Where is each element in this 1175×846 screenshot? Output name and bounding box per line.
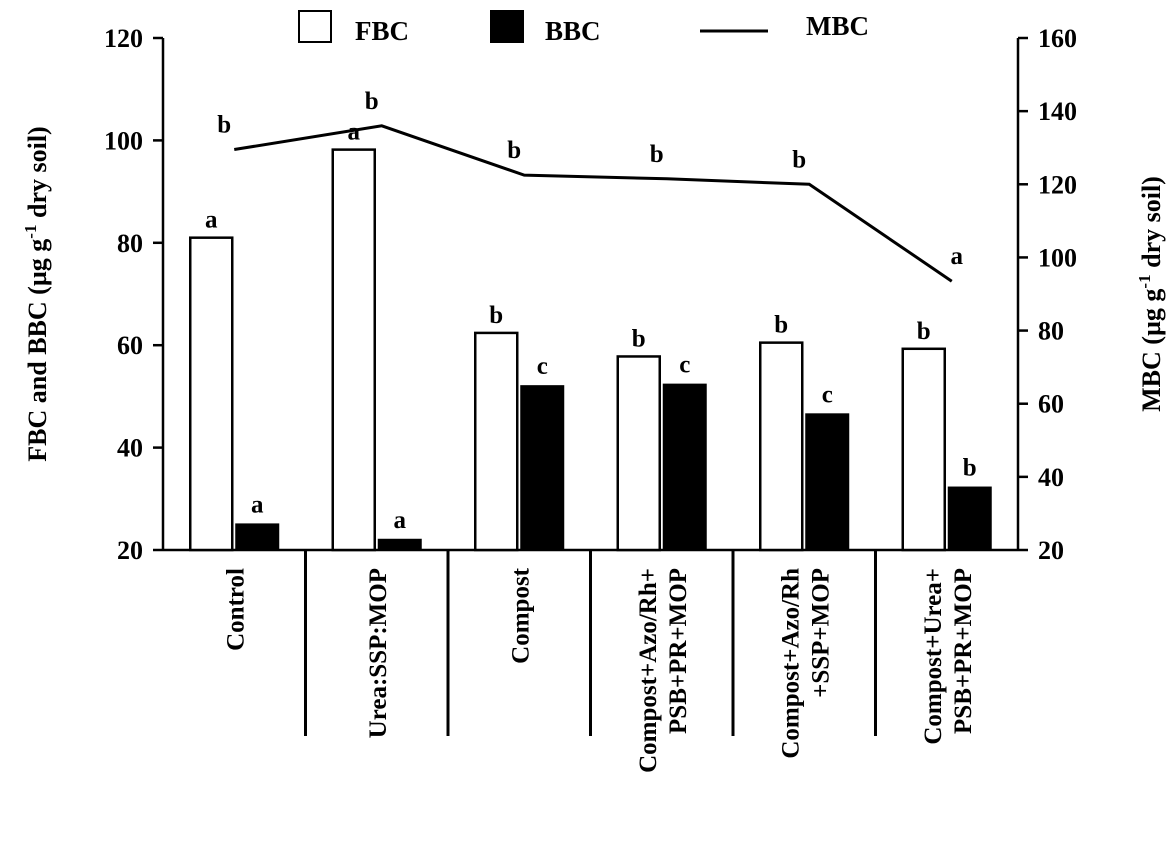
fbc-significance-label: b bbox=[917, 318, 931, 345]
legend-bbc-swatch bbox=[490, 10, 524, 43]
bbc-bar bbox=[805, 413, 850, 551]
right-tick-label: 160 bbox=[1038, 24, 1077, 53]
fbc-bar bbox=[189, 236, 234, 552]
right-tick-label: 80 bbox=[1038, 317, 1064, 346]
right-tick-label: 40 bbox=[1038, 463, 1064, 492]
mbc-significance-label: a bbox=[951, 243, 964, 270]
legend-mbc-label: MBC bbox=[806, 11, 869, 41]
axis-titles: FBC and BBC (µg g-1 dry soil) MBC (µg g-1… bbox=[21, 126, 1166, 461]
bbc-significance-label: c bbox=[537, 353, 548, 380]
right-tick-label: 140 bbox=[1038, 97, 1077, 126]
bbc-significance-label: a bbox=[251, 491, 264, 518]
category-label: Compost+Azo/Rh bbox=[777, 568, 804, 759]
right-tick-label: 120 bbox=[1038, 170, 1077, 199]
right-tick-label: 100 bbox=[1038, 243, 1077, 272]
axes: 20 40 60 80 100 120 20 40 60 80 100 120 140 160 bbox=[104, 24, 1077, 736]
mbc-line-group bbox=[234, 124, 953, 283]
fbc-bar bbox=[331, 148, 376, 552]
legend-bbc-label: BBC bbox=[545, 16, 601, 46]
mbc-significance-label: b bbox=[507, 137, 521, 164]
mbc-significance-label: b bbox=[650, 141, 664, 168]
mbc-significance-label: b bbox=[217, 112, 231, 139]
fbc-bar bbox=[901, 347, 946, 552]
category-label: +SSP+MOP bbox=[807, 568, 834, 698]
left-tick-label: 60 bbox=[117, 331, 143, 360]
right-tick-label: 20 bbox=[1038, 536, 1064, 565]
category-label: Urea:SSP:MOP bbox=[365, 568, 392, 738]
fbc-bar bbox=[616, 355, 661, 552]
fbc-bar bbox=[474, 331, 519, 552]
legend-fbc-label: FBC bbox=[355, 16, 409, 46]
bbc-bar bbox=[520, 385, 565, 551]
category-label: Control bbox=[222, 568, 249, 651]
bars bbox=[189, 148, 992, 552]
mbc-line bbox=[234, 124, 953, 283]
legend: FBC BBC MBC bbox=[298, 10, 869, 46]
y2-axis-title: MBC (µg g-1 dry soil) bbox=[1135, 176, 1166, 412]
fbc-significance-label: b bbox=[489, 302, 503, 329]
left-tick-label: 80 bbox=[117, 229, 143, 258]
legend-fbc-swatch bbox=[298, 10, 332, 43]
fbc-significance-label: a bbox=[348, 119, 361, 146]
fbc-significance-label: b bbox=[774, 312, 788, 339]
category-label: Compost+Urea+ bbox=[920, 568, 947, 745]
y-axis-title: FBC and BBC (µg g-1 dry soil) bbox=[21, 126, 52, 461]
bbc-significance-label: c bbox=[822, 381, 833, 408]
mbc-significance-label: b bbox=[365, 88, 379, 115]
bbc-significance-label: c bbox=[679, 352, 690, 379]
bbc-bar bbox=[377, 538, 422, 552]
fbc-bar bbox=[759, 341, 804, 552]
fbc-significance-label: a bbox=[205, 207, 218, 234]
bbc-significance-label: a bbox=[394, 507, 407, 534]
bbc-bar bbox=[662, 383, 707, 551]
category-labels: Control Urea:SSP:MOP Compost Compost+Azo/Rh… bbox=[222, 567, 977, 773]
right-tick-label: 60 bbox=[1038, 390, 1064, 419]
bbc-bar bbox=[235, 523, 280, 552]
left-tick-label: 120 bbox=[104, 24, 143, 53]
bbc-bar bbox=[947, 486, 992, 552]
mbc-significance-label: b bbox=[792, 146, 806, 173]
bbc-significance-label: b bbox=[963, 455, 977, 482]
category-label: PSB+PR+MOP bbox=[665, 568, 692, 734]
fbc-significance-label: b bbox=[632, 325, 646, 352]
category-label: Compost+Azo/Rh+ bbox=[635, 568, 662, 773]
category-label: PSB+PR+MOP bbox=[950, 568, 977, 734]
category-label: Compost bbox=[507, 567, 534, 664]
left-tick-label: 100 bbox=[104, 126, 143, 155]
left-tick-label: 20 bbox=[117, 536, 143, 565]
left-tick-label: 40 bbox=[117, 434, 143, 463]
